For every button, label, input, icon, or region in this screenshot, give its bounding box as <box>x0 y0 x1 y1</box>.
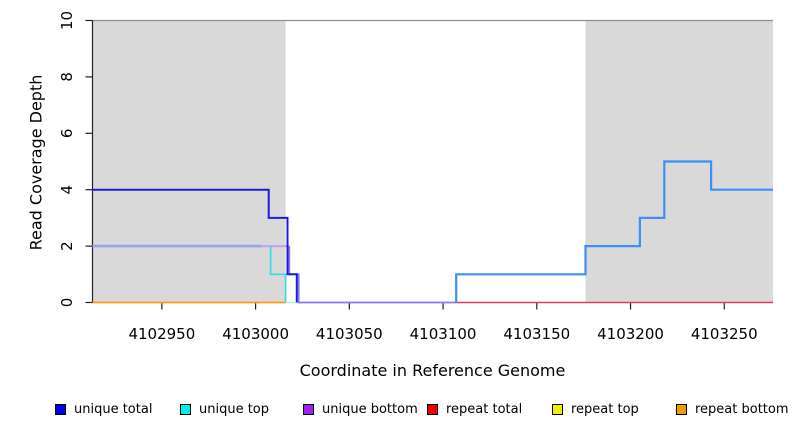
legend-item-unique-bottom: unique bottom <box>303 399 418 419</box>
legend-swatch-unique-total <box>55 403 66 415</box>
y-tick-label: 0 <box>58 298 76 308</box>
y-tick-label: 4 <box>58 185 76 195</box>
x-tick-label: 4103200 <box>597 325 664 343</box>
series-line-unique-bottom <box>288 246 457 304</box>
legend: unique total unique top unique bottom repea… <box>0 399 792 421</box>
y-tick-label: 2 <box>58 241 76 251</box>
legend-label: repeat bottom <box>695 401 789 417</box>
legend-swatch-unique-top <box>180 403 191 415</box>
series-line-unique-top <box>269 246 287 303</box>
legend-swatch-repeat-top <box>552 403 563 415</box>
legend-item-unique-top: unique top <box>180 399 269 419</box>
legend-item-repeat-top: repeat top <box>552 399 639 419</box>
x-tick-label: 4103150 <box>503 325 570 343</box>
legend-label: repeat total <box>446 401 523 417</box>
series-line-unique-total-right <box>455 160 773 303</box>
legend-label: unique total <box>74 401 153 417</box>
legend-label: repeat top <box>571 401 639 417</box>
legend-swatch-repeat-total <box>427 403 438 415</box>
legend-swatch-unique-bottom <box>303 403 314 415</box>
shaded-region <box>92 20 286 303</box>
legend-label: unique bottom <box>322 401 418 417</box>
y-tick-label: 8 <box>58 72 76 82</box>
legend-item-repeat-bottom: repeat bottom <box>676 399 789 419</box>
x-tick-label: 4103100 <box>410 325 477 343</box>
y-tick-label: 10 <box>58 11 76 30</box>
x-tick-label: 4102950 <box>128 325 195 343</box>
y-axis-title: Read Coverage Depth <box>26 74 46 251</box>
legend-item-unique-total: unique total <box>55 399 152 419</box>
x-tick-label: 4103250 <box>691 325 758 343</box>
legend-label: unique top <box>199 401 270 417</box>
x-axis-title: Coordinate in Reference Genome <box>299 361 566 380</box>
y-tick-label: 6 <box>58 129 76 139</box>
x-tick-label: 4103050 <box>316 325 383 343</box>
series-line-unique-total-left <box>92 188 298 303</box>
legend-item-repeat-total: repeat total <box>427 399 522 419</box>
legend-swatch-repeat-bottom <box>676 403 687 415</box>
x-tick-label: 4103000 <box>222 325 289 343</box>
